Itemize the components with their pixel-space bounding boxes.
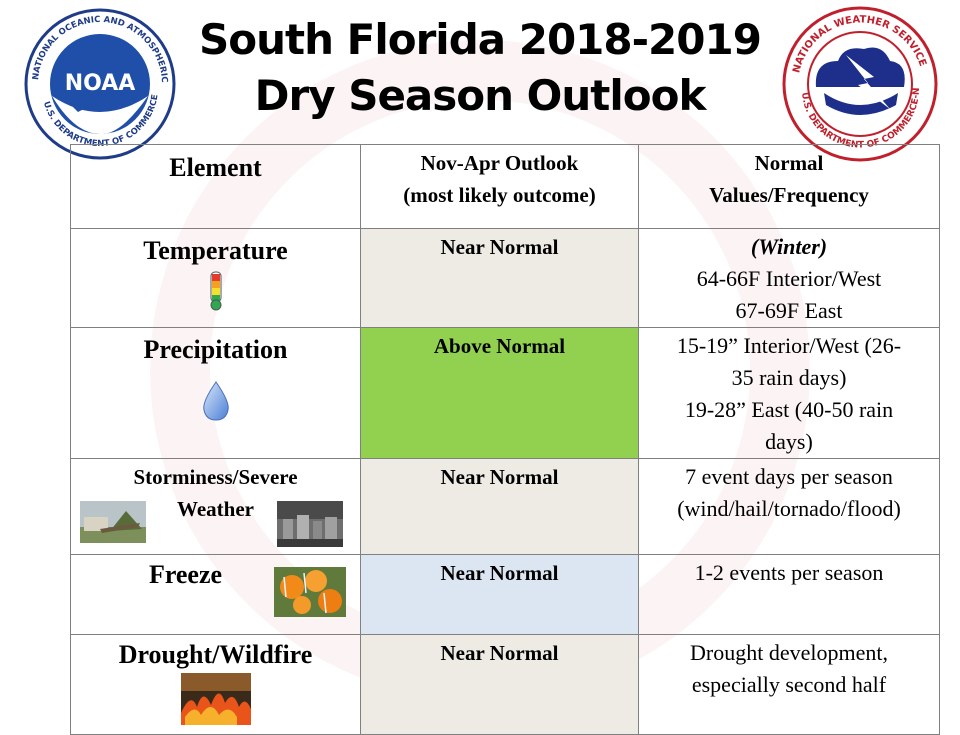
header-outlook-line-1: Nov-Apr Outlook: [420, 151, 579, 175]
storm-damage-photo-icon: [80, 501, 146, 543]
table-row: Precipitation Above Normal 15-19” Interi…: [70, 327, 940, 459]
element-label-line-1: Storminess/Severe: [133, 465, 298, 489]
table-row: Drought/Wildfire Near Normal Drought dev…: [70, 634, 940, 735]
normal-line: Drought development,: [690, 640, 888, 665]
normal-cell-precipitation: 15-19” Interior/West (26- 35 rain days) …: [638, 327, 940, 459]
frozen-oranges-photo-icon: [274, 567, 346, 617]
header-normal-line-2: Values/Frequency: [709, 183, 869, 207]
element-label: Precipitation: [143, 335, 288, 364]
svg-text:NOAA: NOAA: [65, 71, 136, 96]
outlook-cell-drought: Near Normal: [360, 634, 639, 735]
title-line-1: South Florida 2018-2019: [199, 15, 762, 64]
element-cell-storminess: Storminess/Severe Weather: [70, 458, 361, 555]
normal-line: (wind/hail/tornado/flood): [677, 496, 901, 521]
outlook-table: Element Nov-Apr Outlook (most likely out…: [70, 144, 940, 735]
element-cell-drought: Drought/Wildfire: [70, 634, 361, 735]
header-element: Element: [70, 144, 361, 229]
table-header-row: Element Nov-Apr Outlook (most likely out…: [70, 144, 940, 229]
outlook-cell-temperature: Near Normal: [360, 228, 639, 328]
normal-line: 1-2 events per season: [694, 560, 884, 585]
header-outlook: Nov-Apr Outlook (most likely outcome): [360, 144, 639, 229]
storm-city-photo-icon: [277, 501, 343, 547]
element-cell-precipitation: Precipitation: [70, 327, 361, 459]
normal-line: 7 event days per season: [685, 464, 893, 489]
element-label-line-2: Weather: [177, 497, 254, 521]
normal-line: 64-66F Interior/West: [696, 266, 882, 291]
title-line-2: Dry Season Outlook: [254, 71, 707, 120]
element-label: Freeze: [148, 560, 223, 589]
nws-logo-icon: NATIONAL WEATHER SERVICE U.S. DEPARTMENT…: [778, 5, 938, 162]
header-normal-line-1: Normal: [754, 151, 824, 175]
thermometer-icon: [210, 271, 221, 311]
raindrop-icon: [202, 381, 229, 421]
header-normal: Normal Values/Frequency: [638, 144, 940, 229]
outlook-cell-storminess: Near Normal: [360, 458, 639, 555]
element-label: Temperature: [143, 236, 288, 265]
table-row: Freeze Near Normal 1-2 events per season: [70, 554, 940, 635]
element-label: Drought/Wildfire: [118, 640, 313, 669]
table-row: Temperature Near Normal (Winter) 64-66F …: [70, 228, 940, 328]
element-cell-temperature: Temperature: [70, 228, 361, 328]
table-row: Storminess/Severe Weather Near Normal: [70, 458, 940, 555]
outlook-cell-precipitation: Above Normal: [360, 327, 639, 459]
header-outlook-line-2: (most likely outcome): [403, 183, 596, 207]
noaa-logo-icon: NOAA NATIONAL OCEANIC AND ATMOSPHERIC AD…: [20, 8, 176, 160]
normal-line: days): [765, 429, 813, 454]
element-cell-freeze: Freeze: [70, 554, 361, 635]
normal-line: (Winter): [750, 234, 828, 259]
normal-cell-temperature: (Winter) 64-66F Interior/West 67-69F Eas…: [638, 228, 940, 328]
outlook-cell-freeze: Near Normal: [360, 554, 639, 635]
normal-line: 19-28” East (40-50 rain: [684, 397, 894, 422]
normal-line: 35 rain days): [731, 365, 847, 390]
normal-cell-drought: Drought development, especially second h…: [638, 634, 940, 735]
normal-line: 15-19” Interior/West (26-: [676, 333, 902, 358]
normal-line: especially second half: [691, 672, 887, 697]
normal-cell-freeze: 1-2 events per season: [638, 554, 940, 635]
wildfire-photo-icon: [180, 673, 251, 725]
page-title: South Florida 2018-2019 Dry Season Outlo…: [175, 12, 785, 124]
normal-cell-storminess: 7 event days per season (wind/hail/torna…: [638, 458, 940, 555]
normal-line: 67-69F East: [735, 298, 843, 323]
